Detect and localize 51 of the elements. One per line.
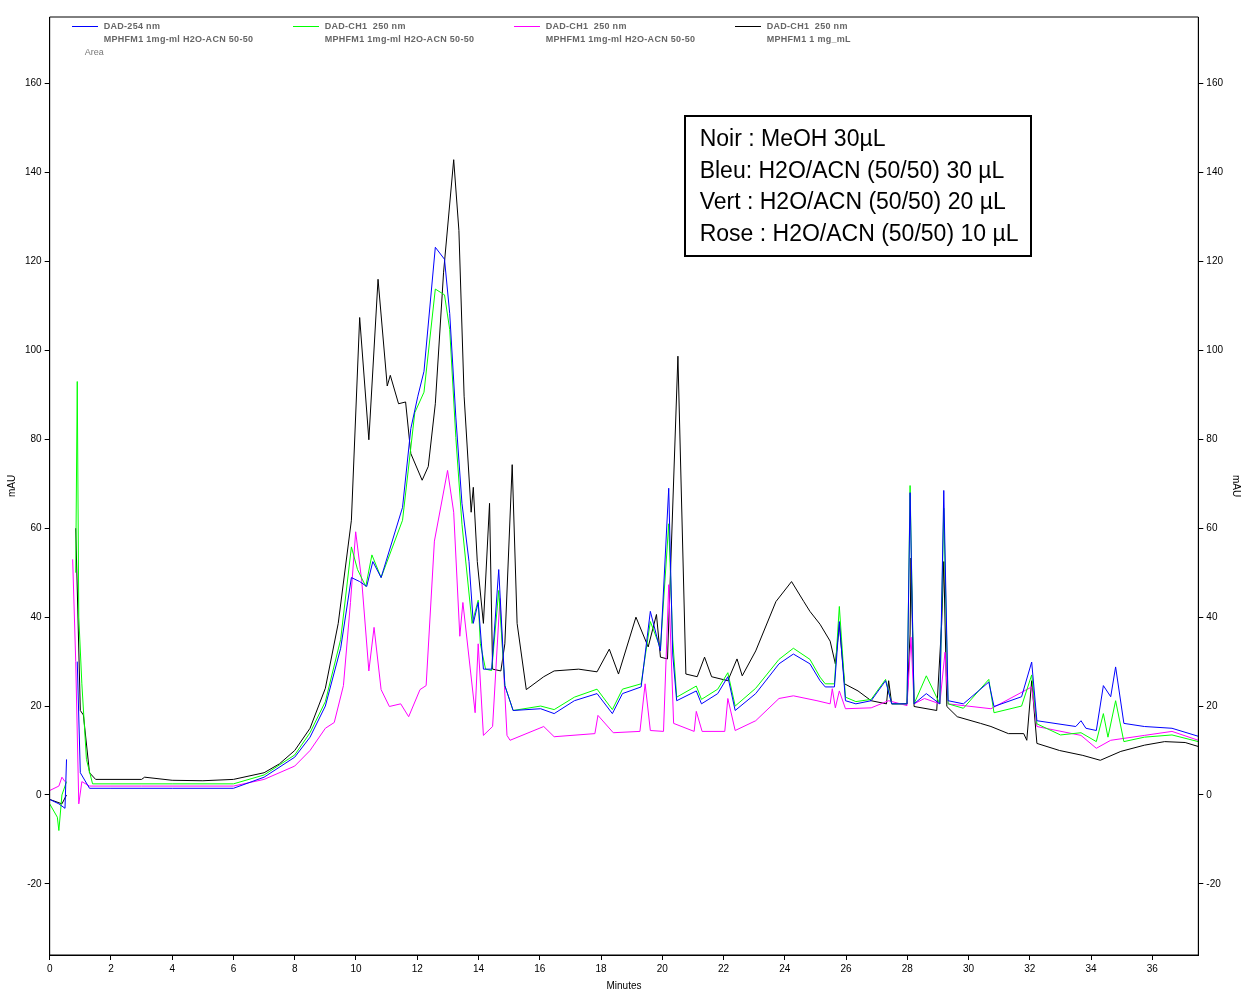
- annotation: Noir : MeOH 30µL: [699, 124, 887, 153]
- y2-tick-label: -20: [1206, 877, 1222, 889]
- x-tick-label: 28: [901, 962, 914, 974]
- x-tick-label: 0: [46, 962, 53, 974]
- y-tick-label: 120: [25, 255, 43, 267]
- x-tick-label: 16: [534, 962, 546, 974]
- x-tick-label: 32: [1024, 962, 1036, 974]
- legend-label: DAD-254 nm MPHFM1 1mg-ml H2O-ACN 50-50: [103, 20, 254, 46]
- y-tick-label: 40: [30, 610, 43, 622]
- y2-tick-label: 0: [1206, 788, 1213, 800]
- annotation: Vert : H2O/ACN (50/50) 20 µL: [699, 187, 1007, 216]
- legend-label: DAD-CH1 250 nm MPHFM1 1mg-ml H2O-ACN 50-50: [545, 20, 696, 46]
- legend-label: DAD-CH1 250 nm MPHFM1 1mg-ml H2O-ACN 50-50: [324, 20, 475, 46]
- x-tick-label: 34: [1085, 962, 1098, 974]
- y2-tick-label: 60: [1206, 521, 1218, 533]
- y2-tick-label: 100: [1206, 344, 1224, 356]
- annotation: Rose : H2O/ACN (50/50) 10 µL: [699, 218, 1019, 248]
- legend-label: DAD-CH1 250 nm MPHFM1 1 mg_mL: [766, 20, 851, 46]
- x-tick-label: 10: [350, 962, 362, 974]
- x-tick-label: 6: [230, 962, 237, 974]
- y2-axis-title: mAU: [1231, 474, 1243, 498]
- x-tick-label: 4: [169, 962, 176, 974]
- y-tick-label: 20: [30, 699, 43, 711]
- x-tick-label: 30: [963, 962, 975, 974]
- annotation: Bleu: H2O/ACN (50/50) 30 µL: [699, 155, 1006, 185]
- annotation: Area: [83, 47, 105, 57]
- x-tick-label: 22: [717, 962, 730, 974]
- y-tick-label: 60: [30, 521, 43, 533]
- x-tick-label: 18: [595, 962, 608, 974]
- y-tick-label: 80: [30, 433, 43, 445]
- y-tick-label: 100: [25, 344, 43, 356]
- x-tick-label: 20: [656, 962, 669, 974]
- y2-tick-label: 80: [1206, 433, 1218, 445]
- y2-tick-label: 120: [1206, 255, 1224, 267]
- y-axis-title: mAU: [5, 474, 17, 498]
- x-tick-label: 24: [779, 962, 791, 974]
- x-tick-label: 2: [108, 962, 115, 974]
- x-tick-label: 26: [840, 962, 853, 974]
- y-tick-label: 0: [36, 788, 43, 800]
- x-tick-label: 12: [411, 962, 424, 974]
- y2-tick-label: 160: [1206, 77, 1224, 89]
- y2-tick-label: 140: [1206, 166, 1224, 178]
- y-tick-label: 160: [25, 77, 43, 89]
- x-tick-label: 8: [291, 962, 298, 974]
- x-tick-label: 14: [472, 962, 485, 974]
- x-tick-label: 36: [1146, 962, 1159, 974]
- x-axis-title: Minutes: [606, 979, 642, 991]
- y2-tick-label: 40: [1206, 610, 1218, 622]
- y-tick-label: 140: [25, 166, 43, 178]
- y-tick-label: -20: [27, 877, 43, 889]
- y2-tick-label: 20: [1206, 699, 1218, 711]
